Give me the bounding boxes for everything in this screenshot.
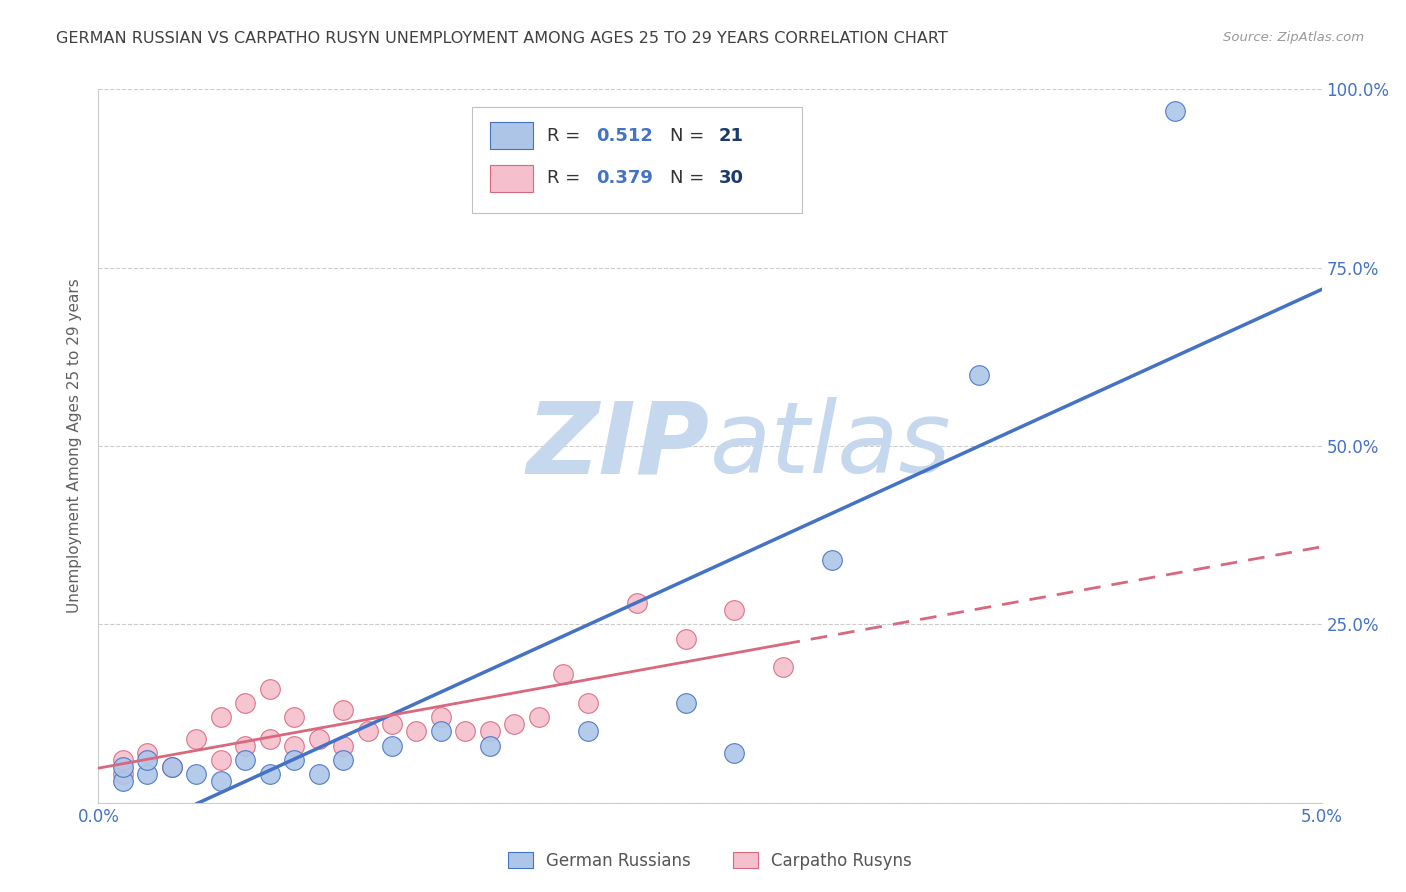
Point xyxy=(332,753,354,767)
Text: N =: N = xyxy=(669,169,710,187)
Point xyxy=(186,767,208,781)
Text: Source: ZipAtlas.com: Source: ZipAtlas.com xyxy=(1223,31,1364,45)
Point xyxy=(209,710,232,724)
Text: 0.512: 0.512 xyxy=(596,127,654,145)
Text: N =: N = xyxy=(669,127,710,145)
Point xyxy=(111,767,134,781)
Point xyxy=(136,746,159,760)
Point xyxy=(160,760,183,774)
Point xyxy=(381,739,404,753)
FancyBboxPatch shape xyxy=(489,122,533,149)
Point xyxy=(430,710,453,724)
Point xyxy=(111,753,134,767)
Point xyxy=(111,760,134,774)
Point xyxy=(209,753,232,767)
Point xyxy=(233,753,256,767)
Point xyxy=(723,603,745,617)
Point xyxy=(332,703,354,717)
Point xyxy=(259,681,281,696)
Point xyxy=(308,731,330,746)
Text: ZIP: ZIP xyxy=(527,398,710,494)
FancyBboxPatch shape xyxy=(471,107,801,212)
Point xyxy=(283,710,305,724)
Point xyxy=(675,632,697,646)
Point xyxy=(186,731,208,746)
Point xyxy=(723,746,745,760)
Point xyxy=(308,767,330,781)
Point xyxy=(967,368,990,382)
Text: atlas: atlas xyxy=(710,398,952,494)
Point xyxy=(576,696,599,710)
Point xyxy=(626,596,648,610)
Y-axis label: Unemployment Among Ages 25 to 29 years: Unemployment Among Ages 25 to 29 years xyxy=(67,278,83,614)
Point xyxy=(454,724,477,739)
Point xyxy=(675,696,697,710)
Point xyxy=(136,767,159,781)
Point xyxy=(576,724,599,739)
FancyBboxPatch shape xyxy=(489,165,533,192)
Legend: German Russians, Carpatho Rusyns: German Russians, Carpatho Rusyns xyxy=(502,846,918,877)
Text: R =: R = xyxy=(547,169,586,187)
Point xyxy=(553,667,575,681)
Text: 30: 30 xyxy=(718,169,744,187)
Point xyxy=(233,696,256,710)
Point xyxy=(136,753,159,767)
Point xyxy=(821,553,844,567)
Point xyxy=(430,724,453,739)
Point xyxy=(283,753,305,767)
Point xyxy=(381,717,404,731)
Point xyxy=(527,710,550,724)
Point xyxy=(772,660,794,674)
Point xyxy=(478,739,501,753)
Point xyxy=(332,739,354,753)
Point xyxy=(405,724,427,739)
Point xyxy=(259,767,281,781)
Point xyxy=(283,739,305,753)
Point xyxy=(160,760,183,774)
Point xyxy=(233,739,256,753)
Text: 0.379: 0.379 xyxy=(596,169,654,187)
Text: 21: 21 xyxy=(718,127,744,145)
Point xyxy=(111,774,134,789)
Point xyxy=(478,724,501,739)
Point xyxy=(209,774,232,789)
Text: GERMAN RUSSIAN VS CARPATHO RUSYN UNEMPLOYMENT AMONG AGES 25 TO 29 YEARS CORRELAT: GERMAN RUSSIAN VS CARPATHO RUSYN UNEMPLO… xyxy=(56,31,948,46)
Point xyxy=(1164,103,1187,118)
Point xyxy=(503,717,526,731)
Text: R =: R = xyxy=(547,127,586,145)
Point xyxy=(259,731,281,746)
Point xyxy=(356,724,378,739)
